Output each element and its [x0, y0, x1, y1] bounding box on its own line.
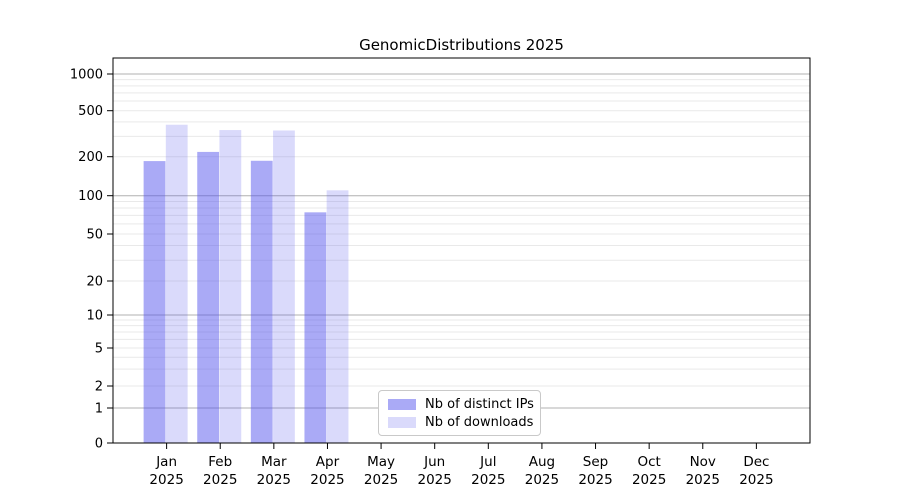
bar: [219, 130, 242, 443]
x-tick-label-month: Oct: [637, 454, 660, 470]
distinct-ips-swatch-icon: [388, 398, 416, 410]
y-tick-label: 10: [86, 309, 103, 324]
x-tick-label-year: 2025: [632, 472, 666, 488]
x-tick-label-year: 2025: [310, 472, 344, 488]
x-tick-label-month: Aug: [529, 454, 555, 470]
y-tick-label: 50: [86, 228, 103, 243]
bar: [250, 160, 273, 443]
y-tick-label: 1000: [70, 68, 103, 83]
y-tick-label: 5: [95, 342, 103, 357]
legend: Nb of distinct IPs Nb of downloads: [378, 390, 541, 436]
y-tick-label: 1: [95, 402, 103, 417]
legend-row-distinct-ips: Nb of distinct IPs: [388, 397, 540, 412]
legend-label-downloads: Nb of downloads: [425, 414, 534, 430]
x-tick-label-month: Dec: [743, 454, 769, 470]
y-tick-label: 100: [78, 189, 103, 204]
legend-label-distinct-ips: Nb of distinct IPs: [425, 396, 534, 412]
bar: [326, 190, 349, 443]
x-axis-ticks: Jan 2025 Feb 2025 Mar 2025 Apr 2025 May 2025 Jun 20…: [149, 443, 774, 488]
bar: [197, 151, 220, 443]
y-tick-label: 2: [95, 380, 103, 395]
x-tick-label-year: 2025: [686, 472, 720, 488]
bars-downloads: [165, 124, 349, 444]
bars-distinct-ips: [143, 151, 327, 443]
plot-border: [112, 57, 811, 444]
x-tick-label-month: Sep: [583, 454, 608, 470]
y-tick-label: 500: [78, 104, 103, 119]
x-tick-label-year: 2025: [203, 472, 237, 488]
x-tick-label-year: 2025: [257, 472, 291, 488]
x-tick-label-month: Jan: [155, 454, 177, 470]
bar: [143, 161, 166, 443]
x-tick-label-month: Feb: [208, 454, 232, 470]
x-tick-label-month: Jul: [479, 454, 496, 470]
y-axis-ticks: 0 1 2 5 10 20 50 100 200 500 1000: [70, 68, 113, 452]
x-tick-label-year: 2025: [149, 472, 183, 488]
bar: [165, 124, 188, 443]
downloads-swatch-icon: [388, 416, 416, 428]
bar: [273, 130, 295, 444]
x-tick-label-month: May: [367, 454, 395, 470]
x-tick-label-month: Jun: [423, 454, 445, 470]
x-tick-label-month: Apr: [316, 454, 340, 470]
bars: [143, 124, 349, 444]
x-tick-label-month: Nov: [690, 454, 716, 470]
grid-lines: [113, 73, 810, 409]
y-tick-label: 200: [78, 150, 103, 165]
x-tick-label-year: 2025: [364, 472, 398, 488]
legend-row-downloads: Nb of downloads: [388, 415, 540, 430]
chart-title: GenomicDistributions 2025: [359, 36, 564, 54]
x-tick-label-year: 2025: [739, 472, 773, 488]
y-tick-label: 20: [86, 275, 103, 290]
bar: [304, 212, 327, 443]
x-tick-label-year: 2025: [578, 472, 612, 488]
x-tick-label-year: 2025: [525, 472, 559, 488]
x-tick-label-month: Mar: [261, 454, 287, 470]
y-tick-label: 0: [95, 437, 103, 452]
x-tick-label-year: 2025: [418, 472, 452, 488]
x-tick-label-year: 2025: [471, 472, 505, 488]
